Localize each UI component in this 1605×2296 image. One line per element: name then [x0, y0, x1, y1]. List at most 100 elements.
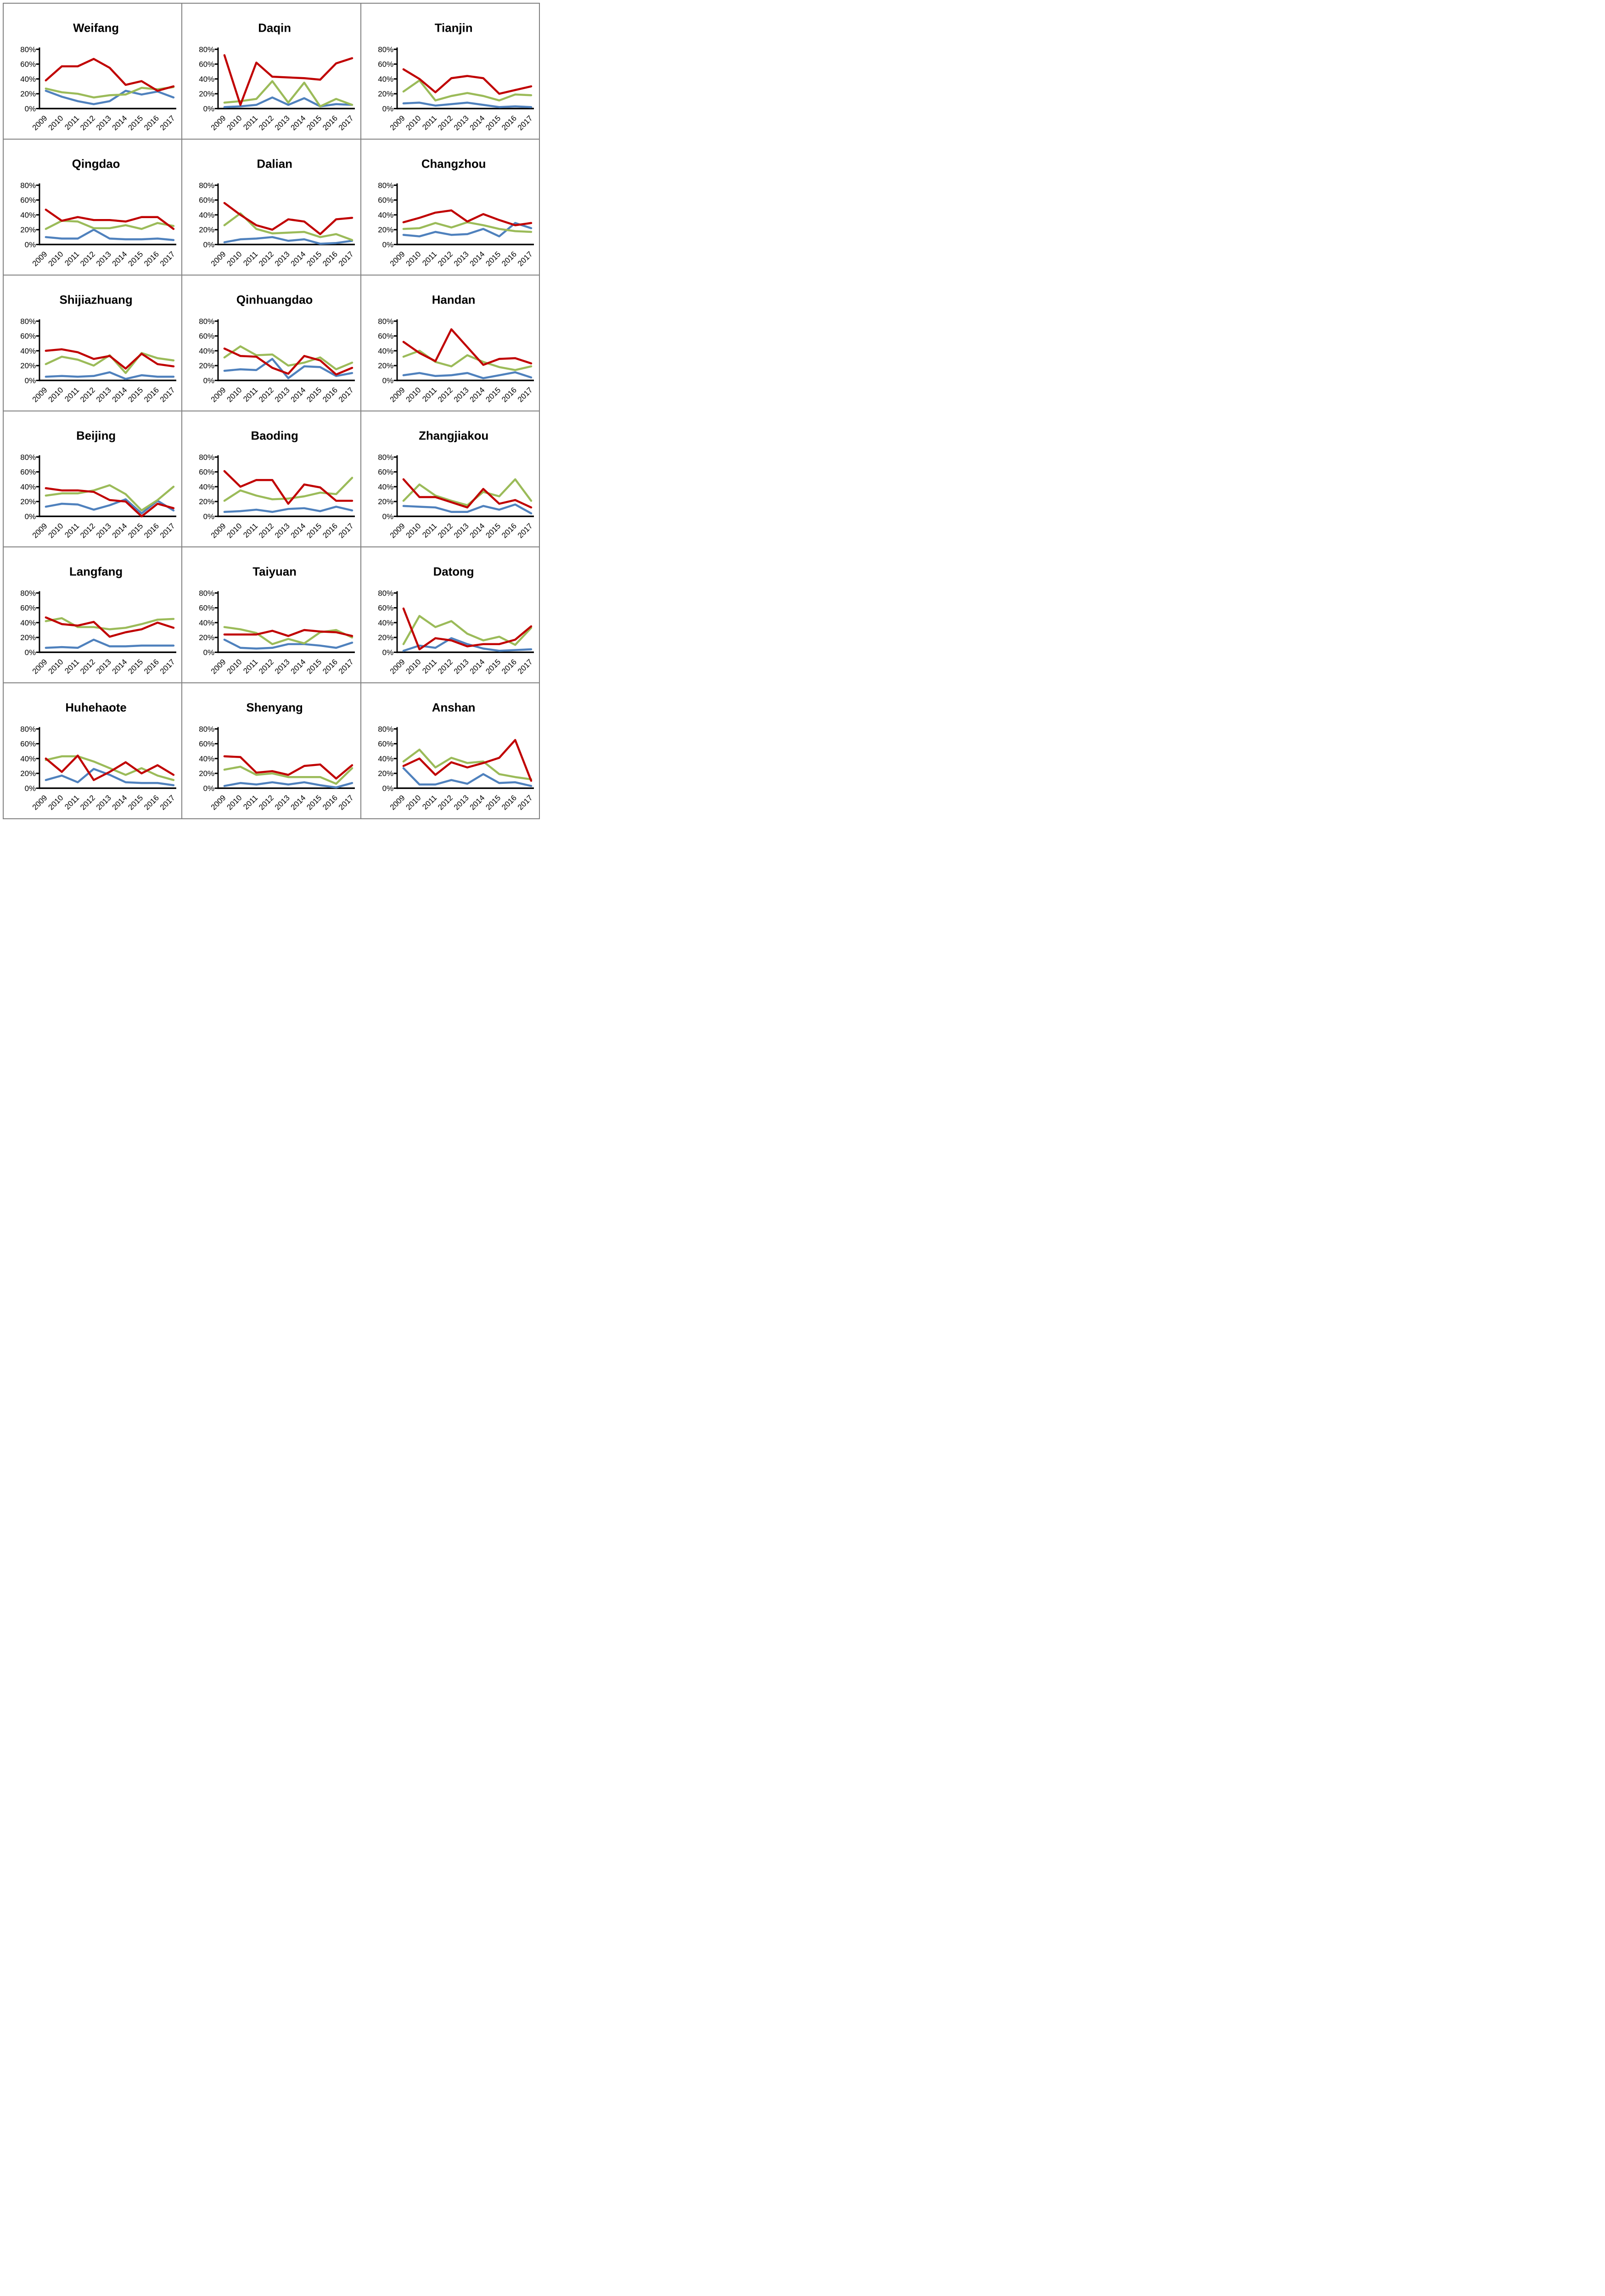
- x-tick-label: 2014: [468, 250, 486, 268]
- chart-canvas: Baoding0%20%40%60%80%2009201020112012201…: [199, 430, 356, 540]
- chart-title: Anshan: [432, 702, 475, 715]
- chart-panel: Qinhuangdao 0% 20% 40% 60% 80% 2009 2010 2011 201…: [182, 276, 360, 411]
- x-tick-label: 2015: [126, 793, 145, 812]
- x-tick-label: 2012: [79, 793, 97, 812]
- x-tick-label: 2011: [63, 793, 81, 811]
- y-tick-label: 0%: [25, 376, 36, 385]
- x-tick-label: 2011: [421, 658, 438, 675]
- y-tick-label: 20%: [378, 361, 393, 370]
- chart-title: Datong: [433, 566, 474, 579]
- x-tick-label: 2016: [142, 114, 161, 132]
- x-tick-label: 2009: [388, 114, 406, 132]
- x-tick-label: 2015: [305, 114, 324, 132]
- y-tick-label: 20%: [378, 633, 393, 642]
- x-tick-label: 2015: [126, 386, 145, 404]
- x-tick-label: 2010: [404, 793, 422, 812]
- x-tick-label: 2016: [321, 658, 339, 676]
- series-line-green: [223, 477, 354, 502]
- series-line-red: [45, 348, 175, 370]
- y-tick-label: 40%: [378, 483, 393, 491]
- y-tick-label: 0%: [25, 104, 36, 113]
- x-tick-label: 2012: [257, 793, 275, 812]
- y-tick-label: 60%: [378, 604, 393, 613]
- x-tick-label: 2011: [421, 250, 438, 268]
- y-tick-label: 40%: [378, 754, 393, 763]
- x-tick-label: 2013: [452, 250, 470, 268]
- chart-panel: Beijing 0% 20% 40% 60% 80% 2009 2010 2011 2012 201…: [4, 411, 182, 546]
- x-tick-label: 2011: [63, 658, 81, 675]
- series-line-green: [45, 755, 175, 781]
- series-line-green: [402, 478, 532, 506]
- series-line-blue: [402, 101, 532, 108]
- x-tick-label: 2009: [31, 522, 49, 540]
- series-line-red: [45, 616, 175, 638]
- y-tick-label: 40%: [378, 211, 393, 219]
- x-tick-label: 2013: [95, 386, 113, 404]
- x-tick-label: 2011: [421, 386, 438, 404]
- x-tick-label: 2014: [289, 658, 308, 676]
- x-tick-label: 2012: [436, 114, 455, 132]
- y-tick-label: 20%: [20, 361, 36, 370]
- y-tick-label: 20%: [199, 225, 215, 234]
- y-tick-label: 80%: [378, 45, 393, 54]
- x-tick-label: 2012: [257, 250, 275, 268]
- chart-panel: Handan 0% 20% 40% 60% 80% 2009 2010 2011 2012 2013…: [361, 276, 539, 411]
- y-tick-label: 0%: [382, 240, 393, 249]
- chart-title: Daqin: [258, 22, 292, 35]
- x-tick-label: 2014: [289, 250, 308, 268]
- chart-panel: Qingdao 0% 20% 40% 60% 80% 2009 2010 2011 2012 201…: [4, 140, 182, 275]
- y-tick-label: 20%: [378, 497, 393, 506]
- series-line-blue: [223, 638, 354, 650]
- chart-title: Qinhuangdao: [236, 294, 313, 307]
- x-tick-label: 2016: [142, 522, 161, 540]
- y-tick-label: 40%: [20, 754, 36, 763]
- y-tick-label: 60%: [199, 196, 215, 205]
- y-tick-label: 80%: [199, 725, 215, 733]
- x-tick-label: 2010: [225, 114, 244, 132]
- x-tick-label: 2013: [95, 658, 113, 676]
- chart-canvas: Qingdao0%20%40%60%80%2009201020112012201…: [20, 158, 177, 268]
- x-tick-label: 2012: [257, 522, 275, 540]
- series-line-green: [45, 86, 175, 99]
- x-tick-label: 2012: [436, 386, 455, 404]
- x-tick-label: 2009: [209, 250, 228, 268]
- y-tick-label: 80%: [20, 725, 36, 733]
- y-tick-label: 60%: [20, 196, 36, 205]
- x-tick-label: 2013: [273, 522, 292, 540]
- chart-title: Huhehaote: [65, 702, 126, 715]
- y-tick-label: 60%: [378, 468, 393, 477]
- x-tick-label: 2016: [321, 522, 339, 540]
- y-tick-label: 20%: [20, 497, 36, 506]
- chart-canvas: Taiyuan0%20%40%60%80%2009201020112012201…: [199, 566, 356, 676]
- series-line-red: [45, 58, 175, 92]
- x-tick-label: 2012: [436, 658, 455, 676]
- x-tick-label: 2017: [337, 658, 355, 676]
- series-line-green: [402, 748, 532, 781]
- x-tick-label: 2014: [468, 658, 486, 676]
- y-tick-label: 60%: [199, 468, 215, 477]
- charts-grid: Weifang 0% 20% 40% 60% 80% 2009 2010 2011 2012 201…: [3, 3, 540, 819]
- series-line-blue: [223, 236, 354, 245]
- x-tick-label: 2010: [225, 658, 244, 676]
- x-tick-label: 2012: [79, 386, 97, 404]
- x-tick-label: 2010: [404, 522, 422, 540]
- chart-panel: Langfang 0% 20% 40% 60% 80% 2009 2010 2011 2012 20…: [4, 547, 182, 682]
- series-line-red: [223, 54, 354, 106]
- x-tick-label: 2017: [158, 793, 177, 812]
- y-tick-label: 60%: [199, 604, 215, 613]
- chart-canvas: Datong 0% 20% 40% 60% 80% 20092010201120122013…: [378, 566, 534, 676]
- x-tick-label: 2010: [225, 522, 244, 540]
- y-tick-label: 60%: [20, 332, 36, 341]
- x-tick-label: 2015: [484, 114, 502, 132]
- series-line-green: [402, 79, 532, 101]
- x-tick-label: 2014: [468, 522, 486, 540]
- y-tick-label: 80%: [20, 317, 36, 326]
- x-tick-label: 2011: [63, 386, 81, 404]
- y-tick-label: 20%: [199, 497, 215, 506]
- y-tick-label: 40%: [20, 619, 36, 627]
- x-tick-label: 2015: [126, 250, 145, 268]
- chart-title: Taiyuan: [253, 566, 297, 579]
- chart-panel: Shenyang 0% 20% 40% 60% 80% 2009 2010 2011 2012 20…: [182, 683, 360, 818]
- series-line-blue: [45, 638, 175, 649]
- series-line-red: [402, 328, 532, 366]
